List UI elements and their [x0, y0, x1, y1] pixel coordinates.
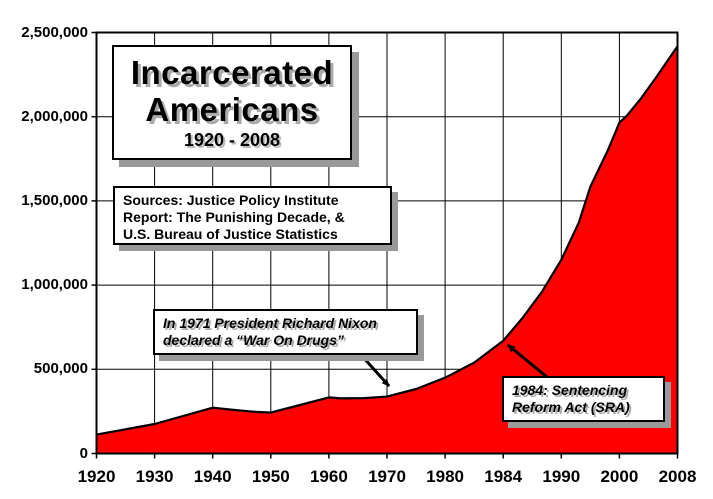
- chart-title-box: Incarcerated Americans 1920 - 2008: [112, 45, 352, 160]
- source-note-line1: Sources: Justice Policy Institute: [123, 192, 339, 208]
- annotation-war-on-drugs: In 1971 President Richard Nixon declared…: [153, 309, 418, 355]
- x-axis-tick-label: 1940: [193, 467, 232, 486]
- incarceration-line-series: [96, 45, 679, 436]
- source-note-line3: U.S. Bureau of Justice Statistics: [123, 226, 338, 242]
- y-axis-tick-label: 1,000,000: [21, 276, 88, 294]
- source-note-line2: Report: The Punishing Decade, &: [123, 209, 345, 225]
- y-axis-tick-label: 0: [79, 444, 88, 462]
- x-axis-tick-label: 1984: [484, 467, 523, 486]
- x-axis-tick-label: 1930: [135, 467, 174, 486]
- annotation-sra-line2: Reform Act (SRA): [512, 399, 630, 415]
- annotation-war-on-drugs-line1: In 1971 President Richard Nixon: [163, 315, 377, 331]
- annotation-sentencing-reform-act: 1984: Sentencing Reform Act (SRA): [502, 376, 665, 422]
- war-on-drugs-arrow: [360, 354, 391, 388]
- y-axis-tick-label: 2,000,000: [21, 107, 88, 125]
- x-axis-tick-label: 1950: [251, 467, 290, 486]
- x-axis-tick-label: 1960: [309, 467, 348, 486]
- x-axis-tick-label: 2000: [600, 467, 639, 486]
- x-axis-tick-label: 2008: [658, 467, 697, 486]
- x-axis-tick-label: 1980: [426, 467, 464, 486]
- source-note-box: Sources: Justice Policy Institute Report…: [113, 186, 392, 245]
- incarceration-area-series: [96, 46, 678, 454]
- y-axis-tick-label: 500,000: [33, 360, 88, 378]
- x-axis-tick-label: 1920: [77, 467, 116, 486]
- sra-arrow: [507, 343, 548, 379]
- chart-subtitle: 1920 - 2008: [183, 130, 281, 150]
- chart-title-line1: Incarcerated: [130, 54, 334, 91]
- y-axis-tick-label: 2,500,000: [21, 23, 88, 41]
- y-axis-tick-label: 1,500,000: [21, 191, 88, 209]
- chart-title-line2: Americans: [145, 91, 319, 128]
- annotation-war-on-drugs-line2: declared a “War On Drugs”: [163, 332, 345, 348]
- annotation-sra-line1: 1984: Sentencing: [512, 382, 628, 398]
- x-axis-tick-label: 1970: [368, 467, 406, 486]
- x-axis-tick-label: 1990: [542, 467, 581, 486]
